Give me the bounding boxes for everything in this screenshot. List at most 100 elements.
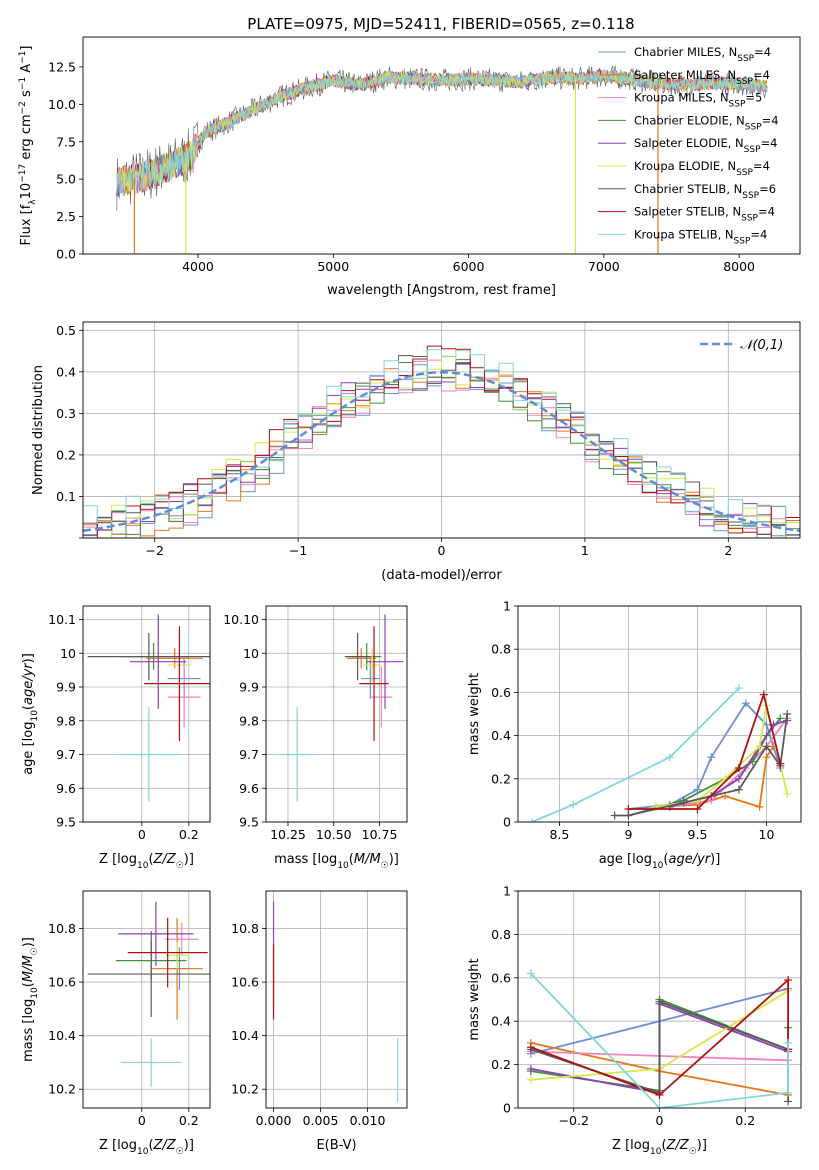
legend-label: 𝒩(0,1) [740,338,783,353]
y-tick-label: 10.2 [231,1082,259,1097]
y-tick-label: 0.2 [56,447,76,462]
normal-reference-curve [83,371,800,532]
mass-weight-line [655,745,775,809]
y-tick-label: 2.5 [56,209,76,224]
x-tick-label: 2 [724,543,732,558]
y-tick-label: 0.1 [56,489,76,504]
plot-area [83,345,800,538]
x-axis-label: wavelength [Angstrom, rest frame] [327,283,556,298]
y-tick-label: 0.8 [491,642,511,657]
mass-weight-marker [655,997,664,1006]
x-axis-label: Z [log10(Z/Z☉)] [99,1138,194,1157]
x-tick-label: 0 [138,1113,146,1128]
x-tick-label: 9.5 [688,827,708,842]
mass-weight-marker [759,690,768,699]
mass-weight-marker [784,1097,793,1106]
mass-weight-marker [776,714,785,723]
y-tick-label: 0.2 [491,1057,511,1072]
spectrum-panel: 4000 5000 6000 7000 8000 0.0 2.5 5.0 7.5 10.0 12.5… [18,36,801,298]
x-axis-label: Z [log10(Z/Z☉)] [612,1138,707,1157]
y-tick-label: 7.5 [56,134,76,149]
mass-weight-marker [527,818,536,822]
x-tick-label: 0.2 [735,1113,755,1128]
mass-weight-line [530,977,789,1097]
figure-title: PLATE=0975, MJD=52411, FIBERID=0565, z=0… [247,15,634,33]
mass-weight-marker [734,684,743,693]
y-tick-label: 10.10 [223,612,259,627]
axes-frame [82,890,211,1109]
axes-frame [82,36,801,255]
mass-weight-marker [526,969,535,978]
axes-frame [265,890,408,1109]
y-tick-label: 0.0 [56,247,76,262]
spectrum-line [116,68,768,197]
legend-label: Kroupa MILES, NSSP=5 [634,91,762,110]
y-tick-label: 9.8 [239,713,259,728]
x-tick-label: 10.50 [316,827,352,842]
mass-weight-marker [783,710,792,718]
plot-area [278,614,404,802]
mass-weight-marker [784,1088,793,1097]
plot-area [272,901,399,1103]
x-tick-label: −0.2 [559,1113,589,1128]
y-tick-label: 10.4 [48,1028,76,1043]
axes-frame [517,605,802,823]
x-tick-label: 5000 [317,259,349,274]
y-tick-label: 12.5 [48,59,76,74]
legend-label: Salpeter ELODIE, NSSP=4 [634,136,777,155]
y-tick-label: 9.5 [239,815,259,830]
y-tick-label: 10.6 [231,975,259,990]
x-tick-label: 0.2 [179,827,199,842]
mass-weight-marker [526,1075,535,1084]
y-tick-label: 10.0 [48,97,76,112]
mass-vs-metallicity-panel: 0 0.2 10.2 10.4 10.6 10.8 Z [log10(Z/Z☉)] mass … [21,890,211,1157]
x-tick-label: 0.005 [303,1113,339,1128]
y-tick-label: 9.7 [239,747,259,762]
mass-weight-marker [741,699,750,708]
y-tick-label: 9.9 [239,680,259,695]
x-tick-label: 6000 [453,259,485,274]
x-axis-label: E(B-V) [316,1138,356,1153]
y-tick-label: 0.2 [491,771,511,786]
x-tick-label: 0.2 [179,1113,199,1128]
age-vs-mass-panel: 10.25 10.50 10.75 9.5 9.6 9.7 9.8 9.9 10 10.10 mas… [223,605,408,871]
y-axis-label: age [log10(age/yr)] [21,653,40,775]
x-axis-label: mass [log10(M/M☉)] [274,852,399,871]
mass-weight-marker [526,1064,535,1073]
legend-label: Salpeter MILES, NSSP=4 [634,68,770,87]
y-tick-label: 0.4 [491,728,511,743]
y-tick-label: 10.6 [48,975,76,990]
weight-vs-age-panel: 8.5 9 9.5 10 0 0.2 0.4 0.6 0.8 1 age [log10(age/yr… [467,599,802,871]
legend-label: Salpeter STELIB, NSSP=4 [634,205,775,224]
x-axis-label: (data-model)/error [381,568,502,583]
axes-frame [82,321,801,539]
x-tick-label: 0 [656,1113,664,1128]
x-tick-label: 10.25 [270,827,306,842]
y-tick-label: 5.0 [56,172,76,187]
axes-frame [265,605,408,823]
x-tick-label: 8.5 [549,827,569,842]
residual-histogram [83,345,800,538]
y-tick-label: 0.6 [491,970,511,985]
axes-frame [82,605,211,823]
plot-area [116,65,768,254]
mass-weight-line [531,687,740,822]
y-tick-label: 0.6 [491,685,511,700]
weight-vs-metallicity-panel: −0.2 0 0.2 0 0.2 0.4 0.6 0.8 1 Z [log10(Z/Z☉)] mas… [467,884,802,1157]
y-tick-label: 9.6 [239,781,259,796]
y-axis-label: Flux [fλ10−17 erg cm−2 s−1 A−1] [18,46,38,246]
mass-weight-marker [783,789,792,798]
mass-weight-marker [734,774,743,783]
y-tick-label: 0 [503,1101,511,1116]
mass-weight-marker [762,742,771,751]
y-tick-label: 9.7 [56,747,76,762]
y-axis-label: mass [log10(M/M☉)] [21,937,40,1062]
residual-histogram [83,355,800,536]
mass-weight-marker [624,805,633,814]
x-tick-label: 8000 [723,259,755,274]
x-tick-label: −2 [145,543,163,558]
mass-weight-marker [755,802,764,811]
y-tick-label: 10.8 [48,921,76,936]
age-vs-metallicity-panel: 0 0.2 9.5 9.6 9.7 9.8 9.9 10 10.1 Z [log10(Z/Z☉)]… [21,605,211,871]
